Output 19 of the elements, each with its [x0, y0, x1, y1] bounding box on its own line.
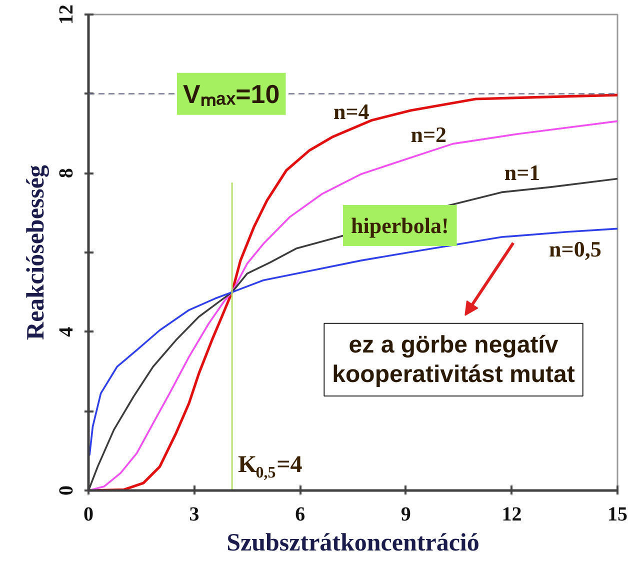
y-tick-label: 8: [56, 168, 78, 178]
annotation: ez a görbe negatív kooperativitást mutat: [332, 331, 575, 388]
ref-line-label: Vₘₐₓ=10: [182, 78, 280, 109]
x-tick-label: 3: [189, 504, 200, 526]
series-label: n=1: [504, 160, 540, 186]
x-tick-label: 9: [400, 504, 411, 526]
y-axis-title: Reakciósebesség: [22, 164, 50, 340]
x-tick-label: 6: [295, 504, 306, 526]
x-axis-title: Szubsztrátkoncentráció: [226, 530, 480, 556]
y-tick-label: 0: [56, 486, 78, 496]
series-label: n=0,5: [549, 236, 602, 262]
annotation: hiperbola!: [351, 213, 449, 238]
y-tick-label: 12: [56, 4, 78, 24]
x-tick-label: 12: [502, 504, 522, 526]
y-tick-label: 4: [56, 326, 78, 337]
series-label: n=4: [334, 98, 370, 124]
x-tick-label: 0: [84, 504, 94, 526]
x-tick-label: 15: [608, 504, 628, 526]
series-label: n=2: [410, 122, 447, 147]
